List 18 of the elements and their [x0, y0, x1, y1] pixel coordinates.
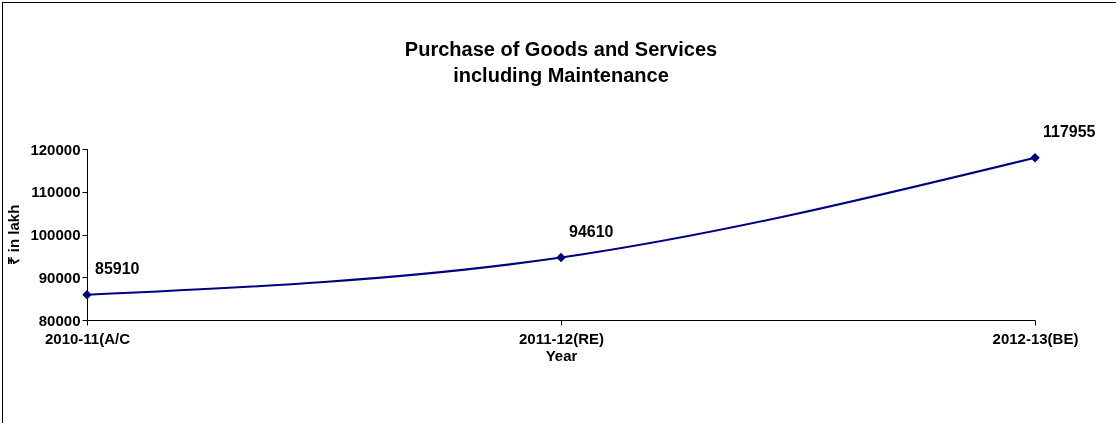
y-tick-label: 100000 [30, 226, 81, 243]
x-tick-label: 2010-11(A/C [44, 329, 131, 347]
data-label: 94610 [569, 222, 614, 240]
text: including Maintenance [453, 63, 669, 86]
text: Purchase of Goods and Services [404, 37, 718, 60]
point [556, 252, 566, 263]
y-tick-label: 120000 [30, 140, 81, 158]
data-label: 85910 [95, 259, 140, 277]
data-label: 117955 [1043, 122, 1096, 140]
y-axis-title: ₹ in lakh [5, 204, 23, 266]
y-tick-label: 110000 [31, 183, 81, 201]
x-tick-label: 2012-13(BE) [992, 329, 1079, 347]
point [1030, 153, 1040, 163]
x-axis-title: Year [545, 346, 578, 364]
point [82, 289, 92, 300]
x-tick-label: 2011-12(RE) [518, 329, 605, 347]
y-tick-label: 80000 [38, 311, 81, 329]
y-tick-label: 90000 [38, 268, 81, 286]
